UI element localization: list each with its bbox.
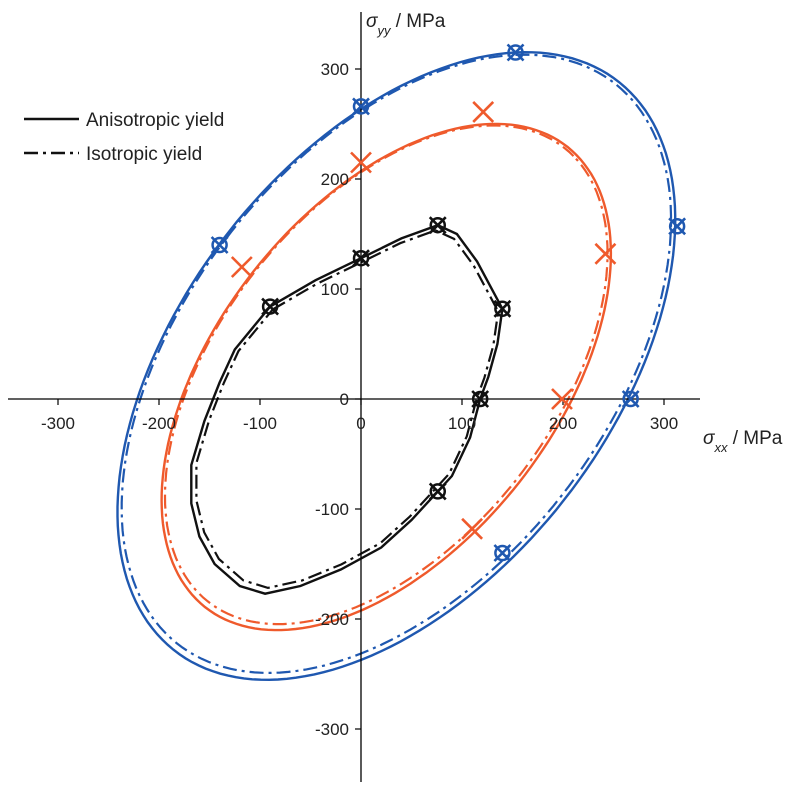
y-tick-label: -300 bbox=[315, 720, 349, 739]
series-2-point-circle bbox=[429, 483, 447, 500]
series-1-point-x bbox=[461, 517, 484, 540]
series-0-isotropic-curve bbox=[120, 53, 673, 675]
series-2-point-x bbox=[428, 216, 447, 235]
x-tick-label: 0 bbox=[356, 414, 365, 433]
series-1-point-x bbox=[472, 100, 495, 123]
series-2-anisotropic-curve bbox=[190, 223, 504, 595]
series-2-point-circle bbox=[471, 390, 489, 408]
x-tick-label: 100 bbox=[448, 414, 476, 433]
series-0-point-circle bbox=[352, 98, 370, 115]
series-2-point-x bbox=[261, 297, 280, 316]
series-1-anisotropic-curve bbox=[160, 122, 613, 632]
x-tick-label: 200 bbox=[549, 414, 577, 433]
series-2-point-circle bbox=[494, 300, 511, 318]
legend: Anisotropic yield Isotropic yield bbox=[24, 110, 224, 165]
legend-label-isotropic: Isotropic yield bbox=[86, 144, 202, 165]
x-tick-label: -100 bbox=[243, 414, 277, 433]
series-0-point-circle bbox=[668, 218, 686, 235]
series-1-point-x bbox=[350, 151, 372, 174]
series-0-point-circle bbox=[622, 390, 639, 408]
x-tick-label: -300 bbox=[41, 414, 75, 433]
y-tick-label: 300 bbox=[321, 60, 349, 79]
y-tick-label: 0 bbox=[340, 390, 349, 409]
series-2-point-x bbox=[428, 482, 447, 501]
series-0-point-circle bbox=[211, 236, 228, 254]
curves-layer bbox=[116, 50, 677, 682]
x-tick-label: 300 bbox=[650, 414, 678, 433]
y-tick-label: -100 bbox=[315, 500, 349, 519]
series-0-point-x bbox=[352, 97, 370, 116]
x-axis-label: σxx / MPa bbox=[703, 428, 783, 455]
series-0-point-circle bbox=[494, 544, 511, 562]
axes-layer: -300 -200 -100 0 100 200 300 -300 -200 -100 0 100 20… bbox=[8, 12, 700, 782]
y-tick-label: -200 bbox=[315, 610, 349, 629]
series-2-point-x bbox=[471, 390, 490, 408]
series-1-point-x bbox=[551, 388, 573, 410]
y-axis-label: σyy / MPa bbox=[366, 11, 446, 38]
series-0-point-x bbox=[668, 217, 687, 236]
legend-label-anisotropic: Anisotropic yield bbox=[86, 110, 224, 131]
series-2-point-x bbox=[493, 299, 512, 318]
series-0-point-x bbox=[493, 544, 512, 562]
x-tick-label: -200 bbox=[142, 414, 176, 433]
y-tick-label: 200 bbox=[321, 170, 349, 189]
series-2-isotropic-curve bbox=[195, 229, 500, 590]
series-2-point-circle bbox=[352, 249, 370, 267]
series-0-anisotropic-curve bbox=[116, 50, 677, 682]
series-2-point-circle bbox=[429, 216, 447, 234]
series-0-point-x bbox=[210, 236, 229, 254]
markers-layer bbox=[210, 43, 687, 562]
y-tick-label: 100 bbox=[321, 280, 349, 299]
series-1-point-x bbox=[594, 242, 617, 265]
series-0-point-x bbox=[506, 43, 525, 62]
series-1-point-x bbox=[230, 256, 253, 278]
series-0-point-x bbox=[621, 390, 640, 408]
series-2-point-x bbox=[352, 249, 370, 268]
series-0-point-circle bbox=[507, 44, 524, 61]
series-1-isotropic-curve bbox=[163, 124, 609, 626]
series-2-point-circle bbox=[261, 298, 279, 315]
